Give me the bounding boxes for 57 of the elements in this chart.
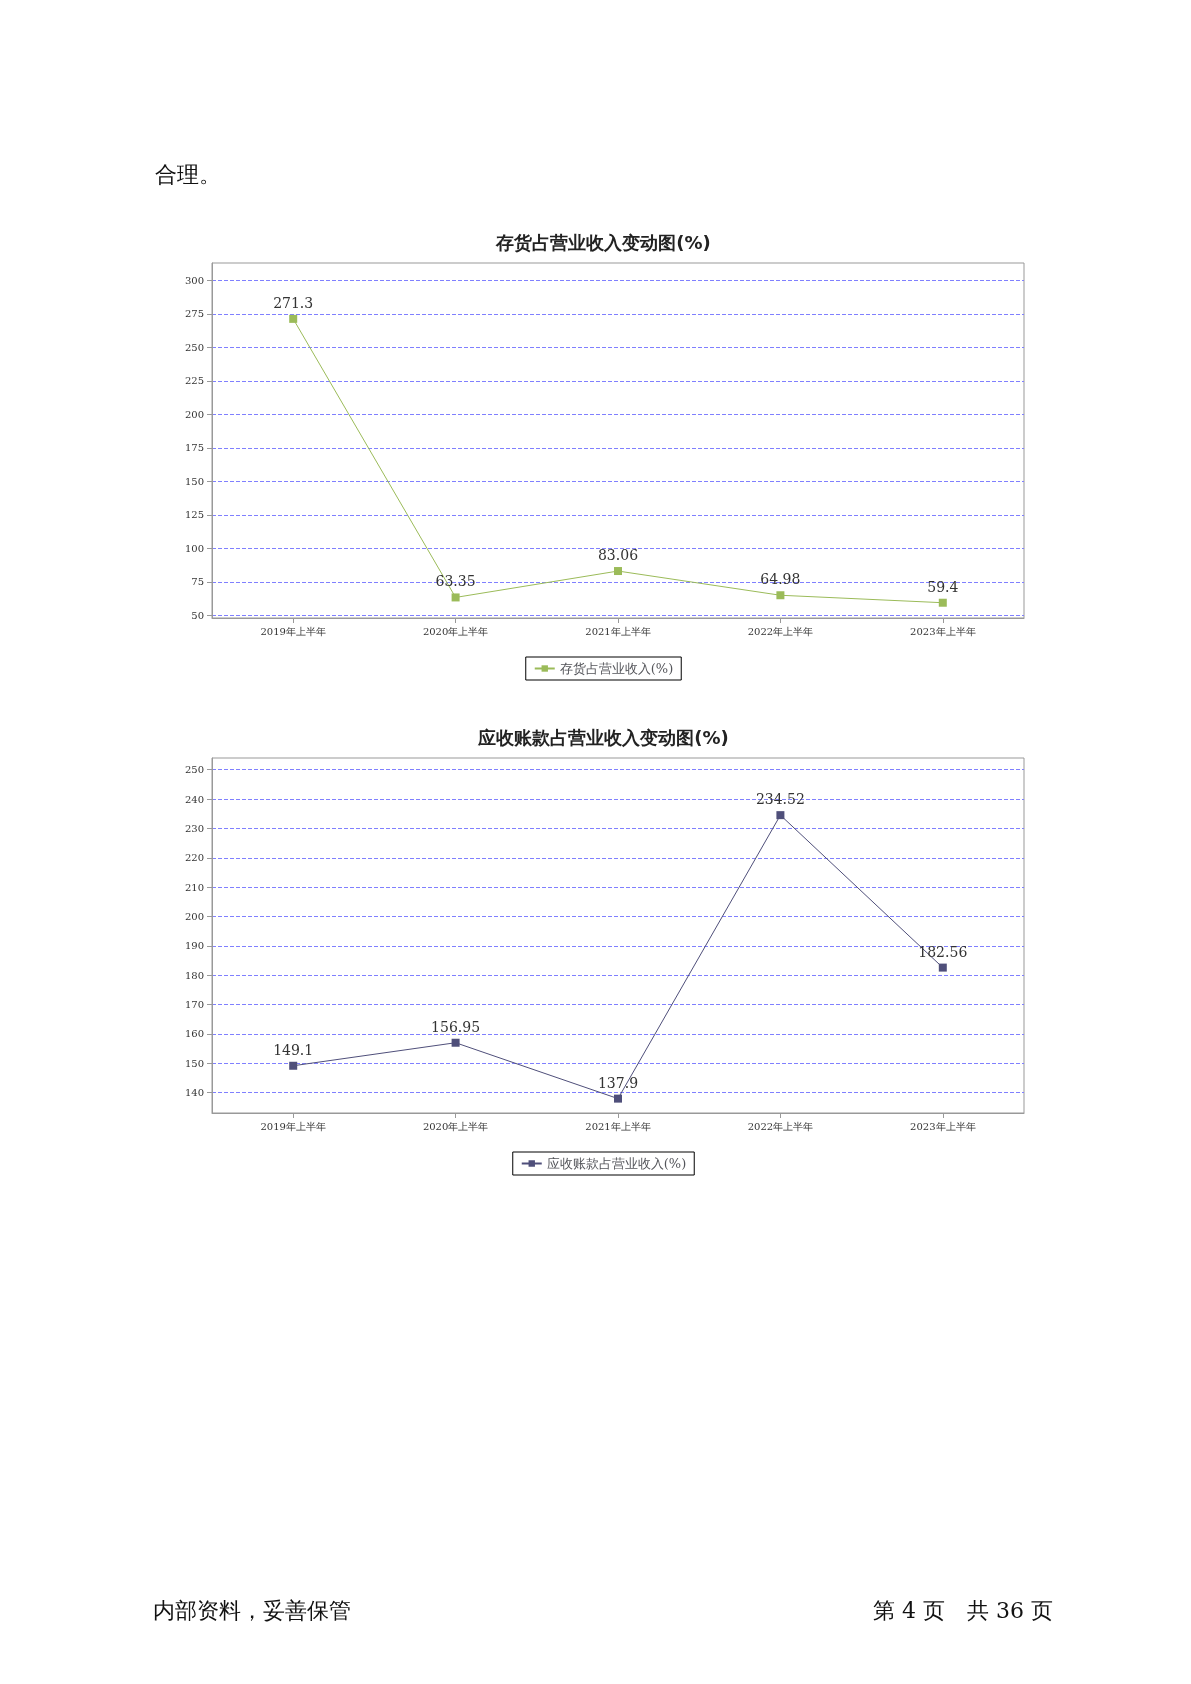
x-tick-label: 2022年上半年 bbox=[747, 625, 814, 637]
y-tick-label: 250 bbox=[184, 764, 204, 776]
y-tick-label: 300 bbox=[184, 274, 204, 286]
x-tick-label: 2022年上半年 bbox=[747, 1120, 814, 1132]
y-tick-label: 200 bbox=[184, 910, 204, 922]
data-label: 271.3 bbox=[273, 294, 314, 311]
data-label: 83.06 bbox=[597, 547, 639, 564]
y-tick-label: 75 bbox=[191, 576, 204, 588]
text: 第 4 页 共 36 页 bbox=[873, 1597, 1053, 1625]
x-tick-label: 2021年上半年 bbox=[585, 1120, 651, 1132]
y-tick-label: 180 bbox=[184, 969, 204, 981]
point bbox=[289, 1061, 298, 1070]
y-tick-label: 125 bbox=[184, 509, 204, 521]
y-tick-label: 225 bbox=[184, 375, 204, 387]
y-tick-label: 140 bbox=[184, 1086, 204, 1098]
point bbox=[938, 598, 947, 607]
x-tick-label: 2020年上半年 bbox=[422, 1120, 489, 1132]
point bbox=[614, 1094, 622, 1103]
point bbox=[289, 314, 298, 323]
text: 合理。 bbox=[155, 161, 221, 189]
chart-title: 存货占营业收入变动图(%) bbox=[495, 231, 711, 253]
x-tick-label: 2020年上半年 bbox=[422, 625, 489, 637]
y-tick-label: 200 bbox=[184, 408, 204, 420]
legend-label: 存货占营业收入(%) bbox=[559, 661, 674, 676]
chart-title: 应收账款占营业收入变动图(%) bbox=[477, 726, 729, 748]
x-tick-label: 2019年上半年 bbox=[260, 625, 326, 637]
y-tick-label: 250 bbox=[184, 341, 204, 353]
y-tick-label: 240 bbox=[184, 793, 204, 805]
text: 内部资料，妥善保管 bbox=[153, 1597, 351, 1625]
y-tick-label: 150 bbox=[184, 475, 204, 487]
y-tick-label: 100 bbox=[184, 542, 204, 554]
data-label: 149.1 bbox=[273, 1041, 314, 1058]
x-tick-label: 2023年上半年 bbox=[910, 625, 976, 637]
point bbox=[614, 567, 622, 576]
y-tick-label: 170 bbox=[184, 998, 204, 1010]
point bbox=[938, 963, 947, 972]
x-tick-label: 2021年上半年 bbox=[585, 625, 651, 637]
y-tick-label: 230 bbox=[184, 822, 204, 834]
y-tick-label: 50 bbox=[191, 609, 204, 621]
y-tick-label: 160 bbox=[184, 1028, 204, 1040]
data-label: 137.9 bbox=[597, 1074, 639, 1091]
x-tick-label: 2023年上半年 bbox=[910, 1120, 976, 1132]
point bbox=[451, 1038, 460, 1047]
y-tick-label: 190 bbox=[184, 940, 204, 952]
y-tick-label: 210 bbox=[184, 881, 204, 893]
point bbox=[451, 593, 460, 602]
y-tick-label: 175 bbox=[184, 442, 204, 454]
y-tick-label: 220 bbox=[184, 852, 204, 864]
x-tick-label: 2019年上半年 bbox=[260, 1120, 326, 1132]
point bbox=[776, 811, 785, 820]
data-label: 59.4 bbox=[927, 578, 959, 595]
point bbox=[776, 591, 785, 600]
data-label: 156.95 bbox=[431, 1018, 481, 1035]
legend-label: 应收账款占营业收入(%) bbox=[546, 1156, 687, 1171]
y-tick-label: 150 bbox=[184, 1057, 204, 1069]
data-label: 182.56 bbox=[918, 943, 968, 960]
y-tick-label: 275 bbox=[184, 308, 204, 320]
